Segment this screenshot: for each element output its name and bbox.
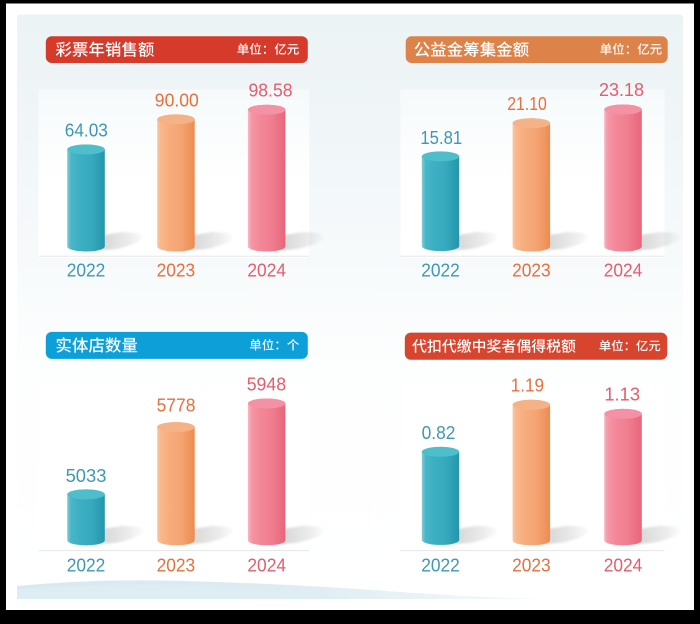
svg-text:1.13: 1.13 — [604, 384, 640, 404]
svg-text:2024: 2024 — [247, 555, 286, 575]
svg-text:2023: 2023 — [157, 555, 196, 575]
svg-text:2024: 2024 — [604, 555, 643, 575]
svg-text:5948: 5948 — [247, 375, 286, 395]
svg-text:2022: 2022 — [67, 555, 106, 575]
svg-text:90.00: 90.00 — [155, 90, 199, 110]
svg-text:2023: 2023 — [512, 260, 551, 280]
svg-text:98.58: 98.58 — [249, 81, 293, 101]
svg-text:64.03: 64.03 — [65, 121, 108, 141]
svg-text:5778: 5778 — [157, 396, 196, 416]
svg-text:21.10: 21.10 — [507, 94, 547, 114]
svg-text:23.18: 23.18 — [599, 80, 644, 100]
svg-text:2022: 2022 — [421, 555, 460, 575]
svg-text:2024: 2024 — [247, 260, 286, 280]
svg-text:2022: 2022 — [421, 260, 460, 280]
svg-text:0.82: 0.82 — [422, 423, 456, 443]
svg-text:2023: 2023 — [157, 260, 196, 280]
svg-text:15.81: 15.81 — [420, 128, 462, 148]
svg-text:2022: 2022 — [67, 260, 106, 280]
svg-text:2024: 2024 — [604, 260, 643, 280]
svg-text:1.19: 1.19 — [511, 376, 544, 396]
svg-text:5033: 5033 — [66, 466, 107, 486]
svg-text:2023: 2023 — [512, 555, 551, 575]
